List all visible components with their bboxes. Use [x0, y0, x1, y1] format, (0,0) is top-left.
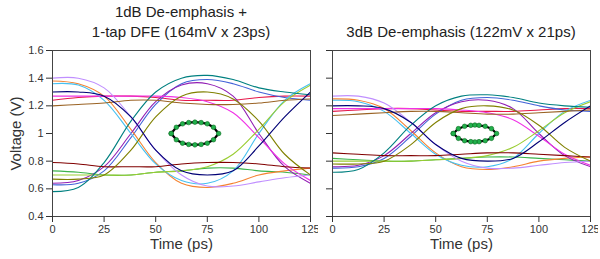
html-text:3dB De-emphasis (122mV x 21ps): 3dB De-emphasis (122mV x 21ps): [346, 23, 576, 40]
svg-text:125: 125: [581, 223, 598, 235]
svg-text:Time (ps): Time (ps): [430, 235, 493, 252]
svg-text:1.4: 1.4: [28, 72, 43, 84]
svg-text:1.2: 1.2: [28, 99, 43, 111]
svg-text:50: 50: [430, 223, 442, 235]
svg-text:0.8: 0.8: [28, 155, 43, 167]
svg-text:Time (ps): Time (ps): [150, 235, 213, 252]
svg-text:0: 0: [329, 223, 335, 235]
svg-text:0.6: 0.6: [28, 182, 43, 194]
svg-text:100: 100: [250, 223, 268, 235]
svg-text:75: 75: [481, 223, 493, 235]
svg-text:25: 25: [98, 223, 110, 235]
svg-text:75: 75: [201, 223, 213, 235]
svg-text:50: 50: [150, 223, 162, 235]
svg-text:Voltage (V): Voltage (V): [7, 96, 24, 170]
svg-text:25: 25: [378, 223, 390, 235]
svg-text:1: 1: [37, 127, 43, 139]
svg-text:100: 100: [530, 223, 548, 235]
svg-text:1.6: 1.6: [28, 44, 43, 56]
svg-text:125: 125: [301, 223, 318, 235]
svg-text:0.4: 0.4: [28, 210, 43, 222]
html-text:1dB De-emphasis + 1-tap DFE (1: 1dB De-emphasis + 1-tap DFE (164mV x 23p…: [91, 3, 271, 40]
svg-text:0: 0: [49, 223, 55, 235]
